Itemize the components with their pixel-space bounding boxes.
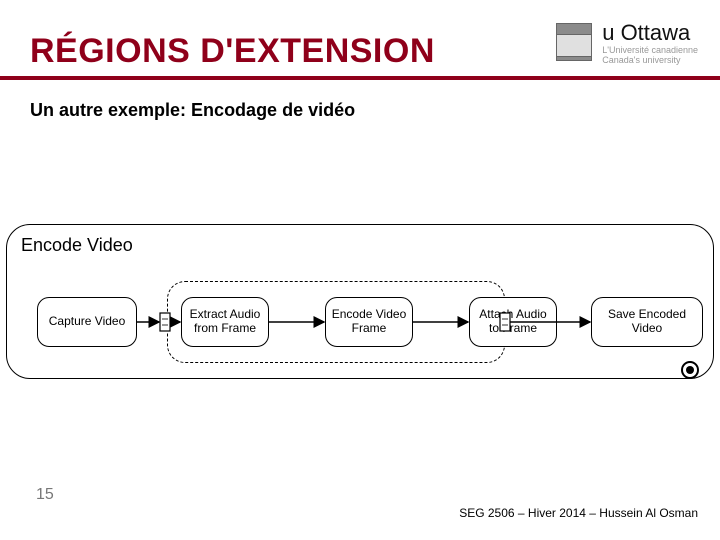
node-attach-audio: Attach Audio to Frame: [469, 297, 557, 347]
footer-text: SEG 2506 – Hiver 2014 – Hussein Al Osman: [459, 506, 698, 520]
logo-wordmark: u Ottawa: [602, 20, 698, 46]
crest-icon: [556, 23, 592, 63]
node-capture-video: Capture Video: [37, 297, 137, 347]
final-node-icon: [681, 361, 699, 379]
title-underline: [0, 76, 720, 80]
logo: u Ottawa L'Université canadienne Canada'…: [556, 20, 698, 66]
logo-subtitle-en: Canada's university: [602, 56, 698, 66]
node-extract-audio: Extract Audio from Frame: [181, 297, 269, 347]
node-save-video: Save Encoded Video: [591, 297, 703, 347]
logo-text: u Ottawa L'Université canadienne Canada'…: [602, 20, 698, 66]
slide-number: 15: [36, 486, 54, 504]
activity-encode-video: Encode Video Capture Video Extract Audio…: [6, 224, 714, 379]
node-encode-frame: Encode Video Frame: [325, 297, 413, 347]
slide: RÉGIONS D'EXTENSION Un autre exemple: En…: [0, 0, 720, 540]
activity-label: Encode Video: [21, 235, 133, 256]
page-title: RÉGIONS D'EXTENSION: [30, 32, 435, 71]
subtitle: Un autre exemple: Encodage de vidéo: [30, 100, 355, 121]
